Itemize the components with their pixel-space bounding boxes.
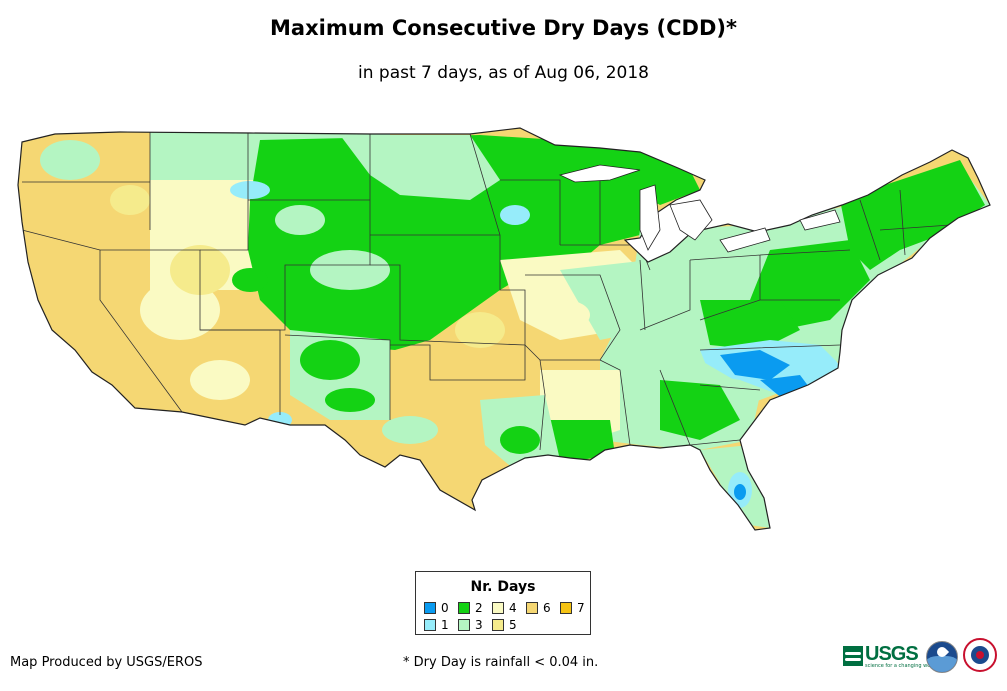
legend-item: 4 [492,602,517,614]
legend-item: 6 [526,602,551,614]
legend-item: 2 [458,602,483,614]
credit-text: Map Produced by USGS/EROS [10,655,203,670]
legend-swatch [458,619,470,631]
dry-days-fill [18,128,990,530]
legend-item: 1 [424,619,449,631]
legend-swatch [560,602,572,614]
legend-item: 7 [560,602,585,614]
map-subtitle: in past 7 days, as of Aug 06, 2018 [358,63,649,83]
nws-logo-icon [963,638,997,672]
usgs-mark-icon [843,646,863,666]
usgs-tagline: science for a changing world [865,663,937,669]
state-boundaries [21,130,951,451]
legend-swatch [526,602,538,614]
legend-item: 3 [458,619,483,631]
legend-item: 0 [424,602,449,614]
great-lakes [558,164,841,253]
noaa-logo-icon [926,641,958,673]
legend-swatch [424,602,436,614]
legend-swatch [424,619,436,631]
map-title: Maximum Consecutive Dry Days (CDD)* [270,16,737,40]
legend-item: 5 [492,619,517,631]
legend-swatch [492,619,504,631]
legend-swatch [492,602,504,614]
legend-title: Nr. Days [470,579,536,595]
legend: Nr. Days 0 1 2 3 4 5 6 7 [415,571,591,635]
usgs-logo: USGS science for a changing world [843,643,937,669]
footnote-text: * Dry Day is rainfall < 0.04 in. [403,655,599,670]
usgs-wordmark: USGS [865,643,919,665]
legend-swatch [458,602,470,614]
